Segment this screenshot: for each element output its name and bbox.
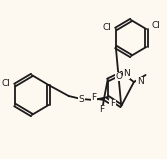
Text: O: O: [115, 72, 122, 81]
Text: Cl: Cl: [1, 80, 10, 89]
Text: N: N: [123, 69, 130, 79]
Text: F: F: [92, 93, 97, 103]
Text: S: S: [78, 94, 84, 104]
Text: Cl: Cl: [102, 24, 111, 32]
Text: F: F: [110, 100, 115, 108]
Text: N: N: [137, 77, 144, 86]
Text: Cl: Cl: [151, 21, 160, 31]
Text: F: F: [99, 106, 104, 114]
